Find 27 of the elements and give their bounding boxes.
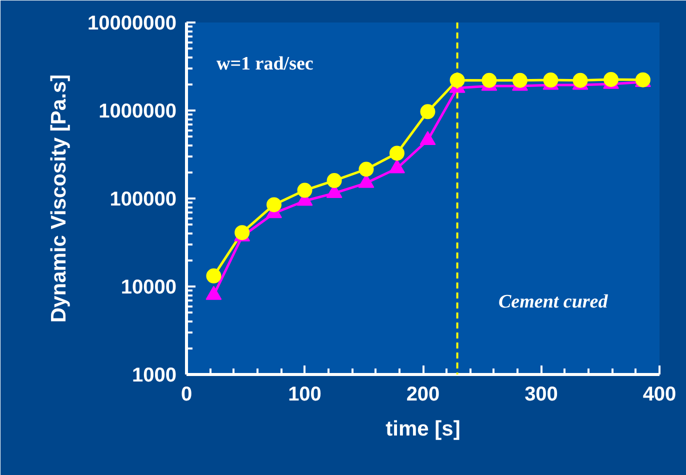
y-tick-label: 10000000 [88, 12, 176, 34]
x-tick-label: 0 [180, 384, 192, 406]
point [297, 182, 312, 198]
point [388, 159, 405, 174]
point [266, 197, 282, 212]
point [358, 162, 374, 177]
x-axis-title: time [s] [386, 418, 460, 440]
y-tick-label: 1000 [132, 364, 177, 386]
point [572, 72, 588, 88]
x-tick-label: 300 [524, 384, 558, 406]
y-tick-label: 100000 [110, 188, 177, 210]
x-tick-label: 200 [406, 384, 440, 406]
point [206, 286, 222, 300]
point [512, 72, 528, 88]
point [482, 72, 497, 88]
x-tick-label: 100 [288, 384, 322, 406]
point [389, 146, 404, 161]
y-axis-title: Dynamic Viscosity [Pa.s] [48, 74, 71, 323]
annotation: w=1 rad/sec [216, 54, 314, 74]
point [543, 72, 558, 88]
point [420, 104, 436, 120]
y-tick-label: 1000000 [98, 100, 177, 122]
y-tick-label: 10000 [120, 276, 177, 298]
point [420, 131, 436, 146]
point [326, 173, 342, 188]
annotation: Cement cured [498, 292, 608, 312]
x-tick-label: 400 [642, 384, 676, 406]
